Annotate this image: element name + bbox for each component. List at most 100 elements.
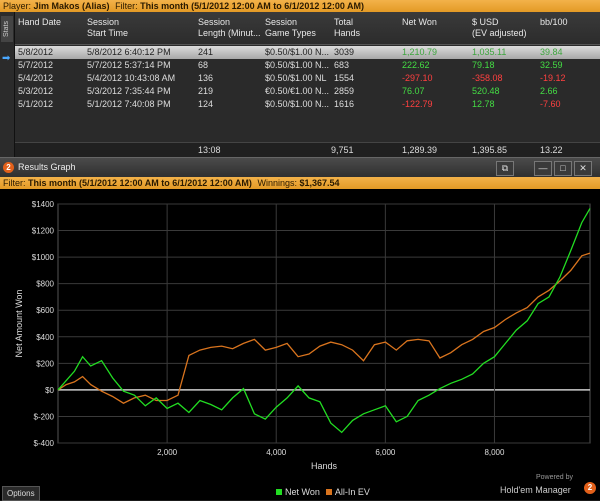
- close-button[interactable]: ✕: [574, 161, 592, 176]
- table-cell: -19.12: [540, 73, 566, 83]
- y-tick-label: $1400: [32, 200, 55, 209]
- filter-value: This month (5/1/2012 12:00 AM to 6/1/201…: [140, 1, 365, 11]
- table-cell: 683: [334, 60, 350, 70]
- table-cell: -297.10: [402, 73, 433, 83]
- graph-filter-label: Filter:: [3, 178, 26, 188]
- column-header[interactable]: Net Won: [402, 17, 437, 27]
- column-header[interactable]: Session Length (Minut...: [198, 17, 261, 38]
- player-name: Jim Makos (Alias): [33, 1, 110, 11]
- brand-name: Hold'em Manager: [500, 485, 571, 495]
- hm2-brand-icon: 2: [584, 482, 596, 494]
- table-cell: $0.50/$1.00 N...: [265, 60, 330, 70]
- column-header[interactable]: Total Hands: [334, 17, 361, 38]
- table-cell: 5/8/2012 6:40:12 PM: [87, 47, 171, 57]
- y-axis-label: Net Amount Won: [14, 290, 24, 358]
- table-cell: €0.50/€1.00 N...: [265, 86, 330, 96]
- options-button[interactable]: Options: [2, 486, 40, 501]
- y-tick-label: $400: [36, 333, 54, 342]
- table-row[interactable]: 5/7/2012 5/7/2012 5:37:14 PM 68 $0.50/$1.00…: [15, 59, 600, 72]
- results-chart: $-400 $-200 $0 $200 $400 $600 $800 $1000 $1200 $1…: [14, 200, 591, 471]
- table-cell: 5/4/2012: [18, 73, 54, 83]
- table-cell: 1,210.79: [402, 47, 438, 57]
- table-cell: $0.50/$1.00 N...: [265, 99, 330, 109]
- totals-row: 13:08 9,751 1,289.39 1,395.85 13.22: [15, 142, 600, 157]
- y-tick-label: $1200: [32, 227, 55, 236]
- column-header[interactable]: Hand Date: [18, 17, 62, 27]
- results-graph-titlebar: 2 Results Graph ⧉ — □ ✕: [0, 157, 600, 178]
- table-row[interactable]: 5/3/2012 5/3/2012 7:35:44 PM 219 €0.50/€1.0…: [15, 85, 600, 98]
- window-title: Results Graph: [18, 162, 76, 172]
- table-cell: 5/7/2012: [18, 60, 54, 70]
- series-line: [57, 208, 591, 434]
- table-cell: 1,035.11: [472, 47, 507, 57]
- table-cell: 39.84: [540, 47, 563, 57]
- total-net-won: 1,289.39: [402, 145, 438, 155]
- table-cell: $0.50/$1.00 N...: [265, 47, 330, 57]
- table-cell: 79.18: [472, 60, 495, 70]
- row-pointer-icon: ➡: [2, 53, 11, 64]
- popout-button[interactable]: ⧉: [496, 161, 514, 176]
- maximize-button[interactable]: □: [554, 161, 572, 176]
- total-hands: 9,751: [331, 145, 354, 155]
- legend-swatch: [276, 489, 282, 495]
- brand-block: Powered by Hold'em Manager 2: [500, 474, 596, 498]
- series-line: [57, 252, 591, 404]
- powered-by-text: Powered by: [536, 474, 573, 481]
- table-cell: 2.66: [540, 86, 558, 96]
- total-bb100: 13.22: [540, 145, 563, 155]
- y-tick-label: $1000: [32, 253, 55, 262]
- table-cell: 136: [198, 73, 214, 83]
- table-cell: -7.60: [540, 99, 561, 109]
- table-cell: 2859: [334, 86, 355, 96]
- table-cell: 5/1/2012 7:40:08 PM: [87, 99, 171, 109]
- table-cell: 241: [198, 47, 214, 57]
- table-row[interactable]: 5/8/2012 5/8/2012 6:40:12 PM 241 $0.50/$1.0…: [15, 46, 600, 59]
- plot-area: [57, 203, 591, 444]
- column-header[interactable]: bb/100: [540, 17, 568, 27]
- winnings-label: Winnings:: [257, 178, 297, 188]
- table-cell: -358.08: [472, 73, 503, 83]
- x-tick-label: 6,000: [375, 448, 396, 457]
- table-row[interactable]: 5/1/2012 5/1/2012 7:40:08 PM 124 $0.50/$1.0…: [15, 98, 600, 111]
- table-cell: 124: [198, 99, 214, 109]
- x-axis-label: Hands: [311, 461, 338, 471]
- table-cell: 5/3/2012 7:35:44 PM: [87, 86, 171, 96]
- chart-legend: Net Won All-In EV: [270, 487, 370, 497]
- stats-tab[interactable]: Stats: [1, 16, 13, 42]
- table-cell: 5/8/2012: [18, 47, 54, 57]
- minimize-button[interactable]: —: [534, 161, 552, 176]
- graph-filter-value: This month (5/1/2012 12:00 AM to 6/1/201…: [28, 178, 252, 188]
- table-cell: 520.48: [472, 86, 500, 96]
- table-cell: 219: [198, 86, 214, 96]
- column-header[interactable]: $ USD (EV adjusted): [472, 17, 527, 38]
- table-cell: 76.07: [402, 86, 425, 96]
- table-cell: 1554: [334, 73, 355, 83]
- column-header[interactable]: Session Start Time: [87, 17, 129, 38]
- table-cell: $0.50/$1.00 NL: [265, 73, 327, 83]
- sessions-table: Hand Date Session Start Time Session Lengt…: [15, 12, 600, 158]
- legend-label: All-In EV: [334, 487, 370, 497]
- player-filter-bar[interactable]: Player: Jim Makos (Alias) Filter: This m…: [0, 0, 600, 12]
- table-row[interactable]: 5/4/2012 5/4/2012 10:43:08 AM 136 $0.50/$1.…: [15, 72, 600, 85]
- x-tick-label: 4,000: [266, 448, 287, 457]
- table-cell: 222.62: [402, 60, 430, 70]
- table-cell: 5/4/2012 10:43:08 AM: [87, 73, 176, 83]
- table-cell: 32.59: [540, 60, 563, 70]
- total-ev: 1,395.85: [472, 145, 508, 155]
- options-label: Options: [7, 489, 35, 498]
- table-cell: 5/3/2012: [18, 86, 54, 96]
- side-panel: Stats ➡: [0, 12, 15, 158]
- column-header[interactable]: Session Game Types: [265, 17, 316, 38]
- hm2-logo-icon: 2: [3, 162, 14, 173]
- table-cell: 3039: [334, 47, 355, 57]
- table-cell: -122.79: [402, 99, 433, 109]
- graph-filter-bar[interactable]: Filter: This month (5/1/2012 12:00 AM to…: [0, 177, 600, 189]
- table-cell: 1616: [334, 99, 355, 109]
- y-tick-label: $200: [36, 359, 54, 368]
- y-tick-label: $0: [45, 386, 54, 395]
- legend-swatch: [325, 489, 332, 495]
- x-tick-label: 2,000: [157, 448, 178, 457]
- table-cell: 5/1/2012: [18, 99, 54, 109]
- y-tick-label: $600: [36, 306, 54, 315]
- table-cell: 12.78: [472, 99, 495, 109]
